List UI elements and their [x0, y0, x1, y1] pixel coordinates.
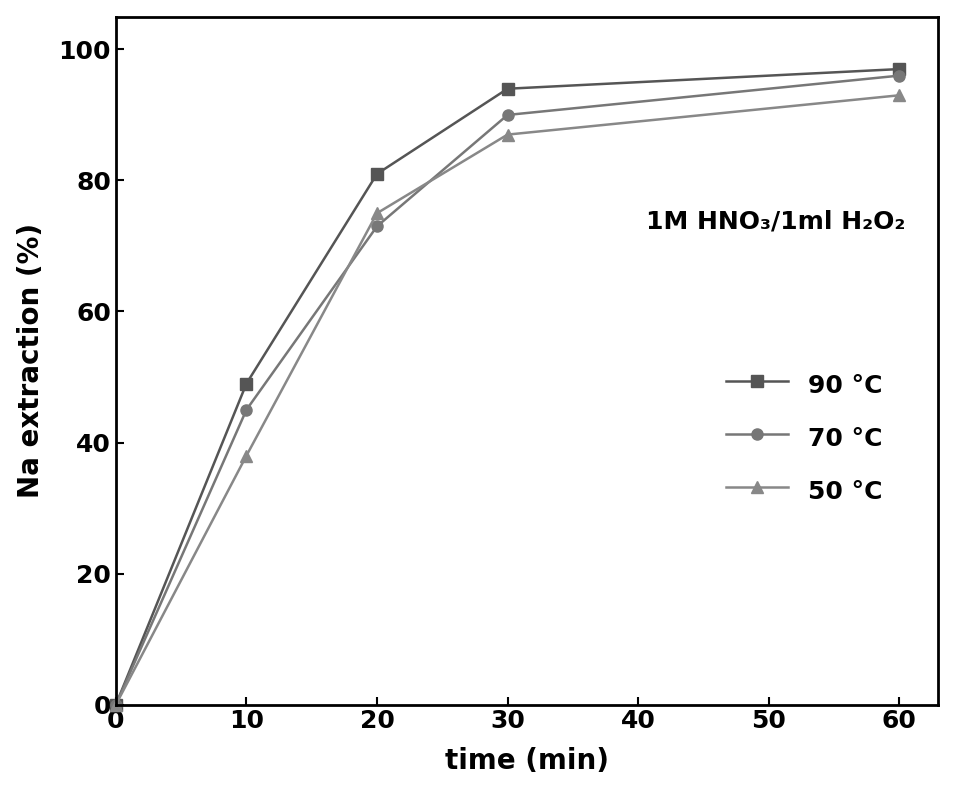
50 °C [894, 90, 905, 100]
70 °C [894, 70, 905, 80]
Text: 1M HNO₃/1ml H₂O₂: 1M HNO₃/1ml H₂O₂ [647, 209, 905, 234]
Line: 90 °C: 90 °C [111, 63, 904, 710]
Y-axis label: Na extraction (%): Na extraction (%) [16, 223, 45, 498]
90 °C [501, 84, 513, 93]
90 °C [371, 169, 383, 179]
50 °C [501, 130, 513, 139]
Line: 50 °C: 50 °C [111, 89, 904, 710]
90 °C [241, 379, 252, 388]
Legend: 90 °C, 70 °C, 50 °C: 90 °C, 70 °C, 50 °C [716, 360, 893, 516]
70 °C [501, 110, 513, 120]
70 °C [241, 405, 252, 414]
Line: 70 °C: 70 °C [111, 70, 904, 710]
70 °C [110, 700, 121, 710]
50 °C [371, 208, 383, 218]
90 °C [110, 700, 121, 710]
50 °C [241, 451, 252, 460]
70 °C [371, 222, 383, 231]
90 °C [894, 64, 905, 74]
50 °C [110, 700, 121, 710]
X-axis label: time (min): time (min) [445, 748, 609, 775]
